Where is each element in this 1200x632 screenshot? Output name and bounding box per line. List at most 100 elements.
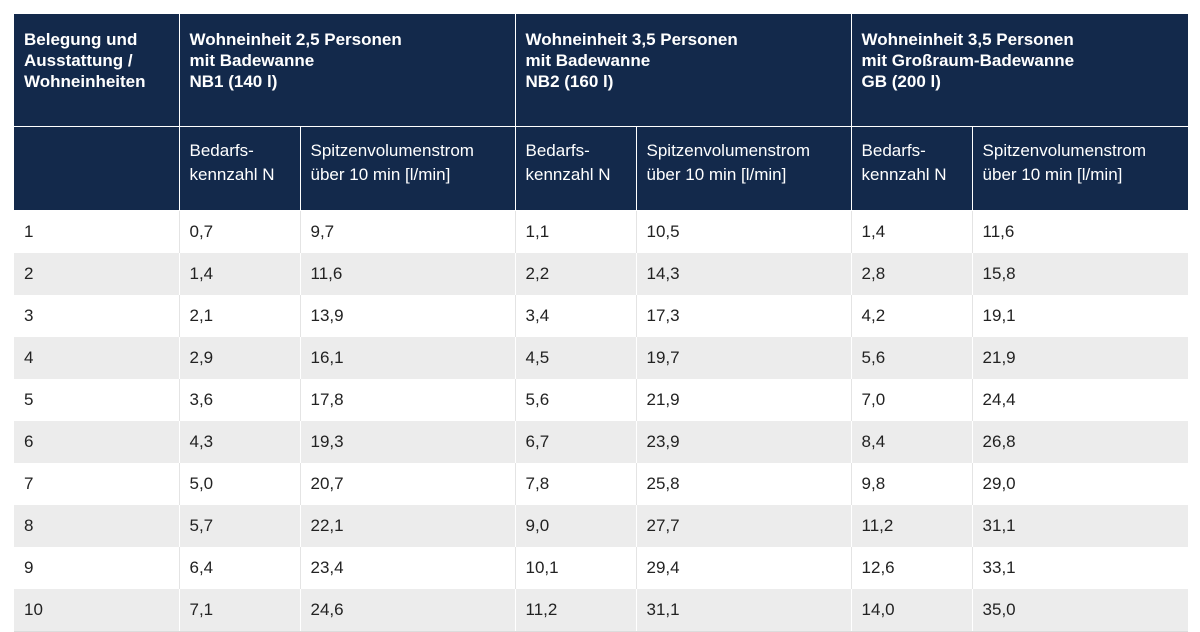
cell-bedarfskennzahl-nb1: 2,9 bbox=[179, 337, 301, 379]
cell-spitzen-nb2: 25,8 bbox=[636, 463, 852, 505]
cell-spitzen-nb1: 16,1 bbox=[300, 337, 516, 379]
header-line: NB2 (160 l) bbox=[525, 72, 614, 91]
cell-spitzen-nb1: 17,8 bbox=[300, 379, 516, 421]
header-line: Spitzenvolumenstrom bbox=[310, 141, 474, 160]
cell-spitzen-gb: 11,6 bbox=[972, 210, 1189, 253]
cell-bedarfskennzahl-nb2: 9,0 bbox=[515, 505, 637, 547]
cell-spitzen-nb2: 10,5 bbox=[636, 210, 852, 253]
table-row: 6 4,3 19,3 6,7 23,9 8,4 26,8 bbox=[14, 421, 1189, 463]
header-line: Belegung und bbox=[24, 30, 138, 49]
header-line: mit Badewanne bbox=[189, 51, 315, 70]
header-row-sub: Bedarfs- kennzahl N Spitzenvolumenstrom … bbox=[14, 126, 1189, 211]
cell-bedarfskennzahl-gb: 1,4 bbox=[851, 210, 973, 253]
header-line: kennzahl N bbox=[861, 165, 947, 184]
cell-belegung: 10 bbox=[14, 589, 180, 632]
header-spitzenvolumenstrom: Spitzenvolumenstrom über 10 min [l/min] bbox=[636, 126, 852, 211]
cell-bedarfskennzahl-nb1: 4,3 bbox=[179, 421, 301, 463]
cell-spitzen-nb1: 13,9 bbox=[300, 295, 516, 337]
cell-bedarfskennzahl-nb2: 2,2 bbox=[515, 253, 637, 295]
header-bedarfskennzahl: Bedarfs- kennzahl N bbox=[851, 126, 973, 211]
cell-spitzen-nb2: 17,3 bbox=[636, 295, 852, 337]
table-row: 2 1,4 11,6 2,2 14,3 2,8 15,8 bbox=[14, 253, 1189, 295]
header-line: Wohneinheiten bbox=[24, 72, 146, 91]
cell-bedarfskennzahl-gb: 14,0 bbox=[851, 589, 973, 632]
header-line: Bedarfs- bbox=[525, 141, 590, 160]
table-row: 10 7,1 24,6 11,2 31,1 14,0 35,0 bbox=[14, 589, 1189, 632]
cell-spitzen-gb: 31,1 bbox=[972, 505, 1189, 547]
table-row: 3 2,1 13,9 3,4 17,3 4,2 19,1 bbox=[14, 295, 1189, 337]
header-line: Spitzenvolumenstrom bbox=[646, 141, 810, 160]
cell-spitzen-gb: 21,9 bbox=[972, 337, 1189, 379]
cell-bedarfskennzahl-nb1: 3,6 bbox=[179, 379, 301, 421]
header-belegung: Belegung und Ausstattung / Wohneinheiten bbox=[14, 14, 180, 127]
header-row-groups: Belegung und Ausstattung / Wohneinheiten… bbox=[14, 14, 1189, 127]
cell-bedarfskennzahl-gb: 12,6 bbox=[851, 547, 973, 589]
cell-spitzen-nb2: 19,7 bbox=[636, 337, 852, 379]
header-group-gb: Wohneinheit 3,5 Personen mit Großraum-Ba… bbox=[851, 14, 1189, 127]
cell-belegung: 9 bbox=[14, 547, 180, 589]
header-line: Wohneinheit 3,5 Personen bbox=[861, 30, 1074, 49]
header-line: Bedarfs- bbox=[861, 141, 926, 160]
cell-bedarfskennzahl-nb2: 11,2 bbox=[515, 589, 637, 632]
cell-spitzen-nb2: 23,9 bbox=[636, 421, 852, 463]
header-line: Wohneinheit 3,5 Personen bbox=[525, 30, 738, 49]
cell-spitzen-nb1: 20,7 bbox=[300, 463, 516, 505]
cell-spitzen-nb1: 24,6 bbox=[300, 589, 516, 632]
cell-bedarfskennzahl-nb2: 3,4 bbox=[515, 295, 637, 337]
cell-spitzen-nb2: 14,3 bbox=[636, 253, 852, 295]
header-bedarfskennzahl: Bedarfs- kennzahl N bbox=[179, 126, 301, 211]
cell-spitzen-nb1: 23,4 bbox=[300, 547, 516, 589]
cell-bedarfskennzahl-nb1: 0,7 bbox=[179, 210, 301, 253]
header-group-nb1: Wohneinheit 2,5 Personen mit Badewanne N… bbox=[179, 14, 516, 127]
header-spitzenvolumenstrom: Spitzenvolumenstrom über 10 min [l/min] bbox=[300, 126, 516, 211]
cell-bedarfskennzahl-gb: 9,8 bbox=[851, 463, 973, 505]
cell-belegung: 2 bbox=[14, 253, 180, 295]
cell-bedarfskennzahl-gb: 7,0 bbox=[851, 379, 973, 421]
cell-bedarfskennzahl-nb2: 6,7 bbox=[515, 421, 637, 463]
cell-spitzen-gb: 15,8 bbox=[972, 253, 1189, 295]
cell-spitzen-nb1: 19,3 bbox=[300, 421, 516, 463]
table-row: 4 2,9 16,1 4,5 19,7 5,6 21,9 bbox=[14, 337, 1189, 379]
header-line: Spitzenvolumenstrom bbox=[982, 141, 1146, 160]
header-line: Bedarfs- bbox=[189, 141, 254, 160]
cell-belegung: 8 bbox=[14, 505, 180, 547]
cell-bedarfskennzahl-gb: 2,8 bbox=[851, 253, 973, 295]
cell-spitzen-gb: 19,1 bbox=[972, 295, 1189, 337]
cell-belegung: 7 bbox=[14, 463, 180, 505]
cell-spitzen-gb: 26,8 bbox=[972, 421, 1189, 463]
table-row: 8 5,7 22,1 9,0 27,7 11,2 31,1 bbox=[14, 505, 1189, 547]
cell-belegung: 3 bbox=[14, 295, 180, 337]
cell-spitzen-gb: 29,0 bbox=[972, 463, 1189, 505]
cell-belegung: 5 bbox=[14, 379, 180, 421]
cell-bedarfskennzahl-nb1: 5,0 bbox=[179, 463, 301, 505]
cell-bedarfskennzahl-nb1: 1,4 bbox=[179, 253, 301, 295]
cell-spitzen-nb2: 27,7 bbox=[636, 505, 852, 547]
header-line: GB (200 l) bbox=[861, 72, 941, 91]
cell-bedarfskennzahl-nb2: 1,1 bbox=[515, 210, 637, 253]
header-line: mit Großraum-Badewanne bbox=[861, 51, 1075, 70]
cell-spitzen-nb1: 9,7 bbox=[300, 210, 516, 253]
cell-bedarfskennzahl-nb1: 6,4 bbox=[179, 547, 301, 589]
header-group-nb2: Wohneinheit 3,5 Personen mit Badewanne N… bbox=[515, 14, 852, 127]
header-line: kennzahl N bbox=[525, 165, 611, 184]
table-row: 7 5,0 20,7 7,8 25,8 9,8 29,0 bbox=[14, 463, 1189, 505]
table-body: 1 0,7 9,7 1,1 10,5 1,4 11,6 2 1,4 11,6 2,2 14,3 2,8 1… bbox=[14, 210, 1189, 632]
header-line: NB1 (140 l) bbox=[189, 72, 278, 91]
cell-belegung: 1 bbox=[14, 210, 180, 253]
cell-spitzen-nb1: 22,1 bbox=[300, 505, 516, 547]
cell-belegung: 4 bbox=[14, 337, 180, 379]
header-line: mit Badewanne bbox=[525, 51, 651, 70]
table-row: 5 3,6 17,8 5,6 21,9 7,0 24,4 bbox=[14, 379, 1189, 421]
cell-bedarfskennzahl-gb: 4,2 bbox=[851, 295, 973, 337]
cell-spitzen-nb2: 21,9 bbox=[636, 379, 852, 421]
cell-spitzen-gb: 24,4 bbox=[972, 379, 1189, 421]
cell-spitzen-nb2: 29,4 bbox=[636, 547, 852, 589]
header-bedarfskennzahl: Bedarfs- kennzahl N bbox=[515, 126, 637, 211]
header-line: Ausstattung / bbox=[24, 51, 133, 70]
header-line: Wohneinheit 2,5 Personen bbox=[189, 30, 402, 49]
cell-bedarfskennzahl-nb2: 4,5 bbox=[515, 337, 637, 379]
cell-bedarfskennzahl-nb1: 5,7 bbox=[179, 505, 301, 547]
table-row: 9 6,4 23,4 10,1 29,4 12,6 33,1 bbox=[14, 547, 1189, 589]
cell-bedarfskennzahl-gb: 8,4 bbox=[851, 421, 973, 463]
header-line: über 10 min [l/min] bbox=[310, 165, 451, 184]
